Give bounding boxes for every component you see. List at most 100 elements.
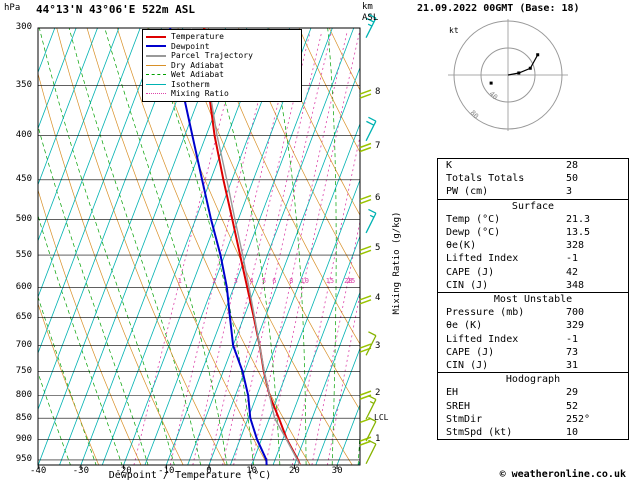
hodograph-point (536, 53, 540, 57)
legend-item-label: Temperature (171, 32, 224, 42)
legend-item-label: Dry Adiabat (171, 60, 224, 70)
legend: Temperature Dewpoint Parcel Trajectory Dry … (142, 29, 302, 102)
legend-item: Temperature (146, 32, 298, 42)
pressure-tick-label: 450 (15, 174, 32, 185)
stats-row: K 28 (438, 159, 628, 172)
altitude-ticks (359, 89, 372, 446)
stats-row: SREH 52 (438, 400, 628, 413)
stats-row-value: 31 (566, 360, 579, 372)
stats-row-value: 13.5 (566, 227, 591, 239)
temperature-line-swatch (146, 35, 166, 38)
run-datetime: 21.09.2022 00GMT (Base: 18) (417, 3, 580, 14)
temperature-tick-label: 0 (206, 466, 212, 476)
hodograph-point (517, 71, 521, 75)
pressure-tick-label: 950 (15, 454, 32, 465)
legend-item: Dewpoint (146, 42, 298, 52)
pressure-tick-label: 800 (15, 389, 32, 400)
stats-row: Lifted Index -1 (438, 333, 628, 346)
stats-row: StmSpd (kt) 10 (438, 426, 628, 439)
stats-row-label: θe(K) (446, 240, 477, 252)
temperature-tick-label: 20 (288, 466, 300, 476)
x-axis-title: Dewpoint / Temperature (°C) (108, 470, 272, 481)
stats-row: Dewp (°C) 13.5 (438, 226, 628, 239)
altitude-tick-label: 4 (375, 292, 381, 303)
pressure-tick-label: 600 (15, 282, 32, 293)
pressure-tick-label: 550 (15, 249, 32, 260)
hodograph-point (489, 81, 493, 85)
legend-item: Isotherm (146, 80, 298, 90)
stats-row-label: Pressure (mb) (446, 307, 525, 319)
stats-row: θe (K) 329 (438, 319, 628, 332)
stats-row-label: EH (446, 387, 459, 399)
stats-row-label: Dewp (°C) (446, 227, 501, 239)
stats-row-label: CIN (J) (446, 360, 489, 372)
stats-row-value: 21.3 (566, 213, 591, 225)
stats-row: PW (cm) 3 (438, 185, 628, 198)
hodograph-point (528, 66, 532, 70)
pressure-tick-label: 850 (15, 412, 32, 423)
stats-row-value: 52 (566, 400, 579, 412)
stats-row-label: CAPE (J) (446, 346, 495, 358)
legend-item: Parcel Trajectory (146, 51, 298, 61)
stats-row-value: 10 (566, 427, 579, 439)
stats-row-label: CIN (J) (446, 279, 489, 291)
stats-section-title: Most Unstable (438, 292, 628, 306)
stats-row-label: Lifted Index (446, 253, 519, 265)
altitude-tick-label: 3 (375, 341, 381, 352)
legend-item-label: Parcel Trajectory (171, 51, 253, 61)
stats-row-label: Totals Totals (446, 173, 525, 185)
sounding-curves (169, 28, 301, 465)
stats-row-label: StmSpd (kt) (446, 427, 513, 439)
stats-row: CAPE (J) 42 (438, 266, 628, 279)
mixing-ratio-tick-label: 5 (261, 277, 267, 285)
pressure-tick-label: 750 (15, 365, 32, 376)
stats-row-label: K (446, 160, 453, 171)
pressure-tick-label: 400 (15, 130, 32, 141)
parcel-trajectory-line-swatch (146, 54, 166, 57)
lcl-marker-label: LCL (374, 413, 389, 422)
stats-section-title: Surface (438, 198, 628, 213)
wet-adiabat-line-swatch (146, 74, 166, 76)
mixing-ratio-tick-label: 1 (177, 277, 182, 285)
stats-row-value: 329 (566, 320, 585, 332)
stats-row: Temp (°C) 21.3 (438, 213, 628, 226)
mixing-ratio-axis-title: Mixing Ratio (g/kg) (392, 211, 402, 315)
hodograph-ring-label: 80 (468, 109, 480, 121)
pressure-axis-unit: hPa (4, 3, 21, 13)
temperature-tick-label: 10 (246, 466, 258, 476)
stats-row-label: Lifted Index (446, 333, 519, 345)
mixing-ratio-tick-label: 20 (344, 277, 353, 285)
stats-row-value: 73 (566, 346, 579, 358)
stats-row-value: 328 (566, 240, 585, 252)
stats-row-value: 348 (566, 279, 585, 291)
pressure-tick-label: 900 (15, 434, 32, 445)
altitude-tick-label: 1 (375, 434, 381, 445)
pressure-tick-label: 300 (15, 22, 32, 33)
altitude-tick-label: 7 (375, 140, 381, 151)
altitude-tick-label: 8 (375, 87, 381, 98)
isotherm-line-swatch (146, 83, 166, 85)
altitude-tick-label: 5 (375, 243, 381, 254)
stats-row-value: 42 (566, 266, 579, 278)
stats-row-label: StmDir (446, 413, 483, 425)
temperature-tick-label: 30 (331, 466, 343, 476)
stats-section-title: Hodograph (438, 372, 628, 386)
legend-item-label: Mixing Ratio (171, 89, 229, 99)
mixing-ratio-tick-label: 8 (289, 277, 294, 285)
temperature-tick-label: -10 (158, 466, 175, 476)
km-axis-label: km (362, 2, 373, 12)
pressure-tick-label: 650 (15, 312, 32, 323)
legend-item: Dry Adiabat (146, 61, 298, 71)
legend-item-label: Dewpoint (171, 41, 210, 51)
hodograph-ring-label: 40 (487, 90, 499, 102)
stats-row-value: 3 (566, 186, 573, 198)
hodograph: 40 80 (448, 19, 568, 131)
wind-barbs (365, 13, 377, 465)
temperature-tick-label: -40 (30, 466, 47, 476)
altitude-tick-label: 2 (375, 388, 381, 399)
mixing-ratio-tick-label: 25 (346, 277, 356, 285)
legend-item: Mixing Ratio (146, 89, 298, 99)
copyright: © weatheronline.co.uk (499, 469, 626, 480)
mixing-ratio-tick-label: 4 (249, 277, 254, 285)
